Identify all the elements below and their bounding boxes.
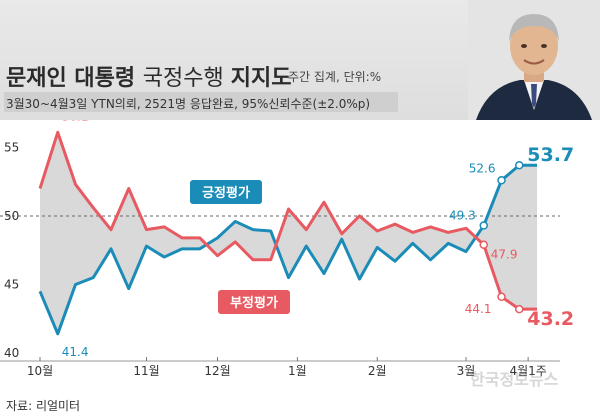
negative-legend-label: 부정평가 (230, 295, 278, 311)
x-tick-label: 4월1주 (509, 364, 546, 378)
smile-shape (523, 59, 545, 65)
x-tick-label: 1월 (288, 364, 307, 378)
negative-data-label: 47.9 (491, 248, 518, 262)
y-tick-label: 50 (4, 209, 19, 223)
gap-fill-layer (40, 132, 537, 334)
y-axis-ticks: 40 45 50 55 (4, 140, 19, 360)
positive-point-marker (497, 176, 506, 185)
y-tick-label: 45 (4, 277, 19, 291)
series-lines (38, 130, 537, 336)
positive-data-label: 53.7 (527, 144, 574, 166)
positive-data-label: 41.4 (62, 345, 89, 359)
negative-legend: 부정평가 (218, 290, 290, 314)
positive-data-label: 49.3 (449, 209, 476, 223)
chart-unit-note: 주간 집계, 단위:% (288, 70, 382, 84)
negative-series-line (38, 130, 537, 311)
gap-area (40, 132, 537, 334)
approval-line-chart: 40 45 50 55 10월 11월 12월 1월 2월 3월 4월1주 41.4 49.3 52.… (0, 120, 574, 378)
positive-point-marker (515, 160, 524, 170)
negative-data-label: 44.1 (465, 302, 492, 316)
positive-legend: 긍정평가 (190, 180, 262, 204)
x-tick-label: 2월 (368, 364, 387, 378)
hair-shape (509, 14, 559, 42)
watermark-text: 한국정보뉴스 (470, 370, 559, 389)
data-source: 자료: 리얼미터 (6, 399, 81, 413)
negative-legend-box (218, 290, 290, 314)
x-tick-label: 11월 (133, 364, 159, 378)
negative-data-label: 43.2 (527, 308, 574, 330)
tie-shape (531, 84, 537, 108)
chart-header: 문재인 대통령 국정수행 지지도 주간 집계, 단위:% 3월30~4월3일 Y… (0, 0, 600, 120)
negative-point-marker (497, 292, 506, 302)
left-eye (521, 44, 527, 48)
x-tick-label: 10월 (27, 364, 53, 378)
title-part-1: 문재인 대통령 (6, 66, 143, 91)
negative-data-label: 56.1 (62, 120, 89, 123)
positive-data-label: 52.6 (469, 161, 496, 175)
subtitle-background (4, 92, 398, 112)
negative-point-marker (479, 240, 488, 249)
data-labels: 41.4 49.3 52.6 53.7 56.1 47.9 44.1 43.2 (62, 120, 574, 359)
survey-info: 3월30~4월3일 YTN의뢰, 2521명 응답완료, 95%신뢰수준(±2.… (6, 97, 371, 111)
right-eye (541, 44, 547, 48)
y-tick-label: 55 (4, 140, 19, 154)
positive-legend-label: 긍정평가 (202, 185, 250, 201)
x-tick-label: 12월 (204, 364, 230, 378)
positive-point-marker (479, 221, 488, 230)
positive-legend-box (190, 180, 262, 204)
x-tick-label: 3월 (457, 364, 476, 378)
president-portrait (468, 0, 600, 120)
title-part-3: 지지도 (230, 66, 292, 91)
chart-title: 문재인 대통령 국정수행 지지도 (6, 60, 291, 92)
y-tick-label: 40 (4, 346, 19, 360)
x-axis-ticks: 10월 11월 12월 1월 2월 3월 4월1주 (0, 357, 560, 378)
title-part-2: 국정수행 (142, 66, 231, 91)
positive-series-line (38, 163, 537, 336)
series-markers (479, 160, 524, 314)
negative-point-marker (515, 304, 524, 314)
face-shape (510, 17, 558, 75)
